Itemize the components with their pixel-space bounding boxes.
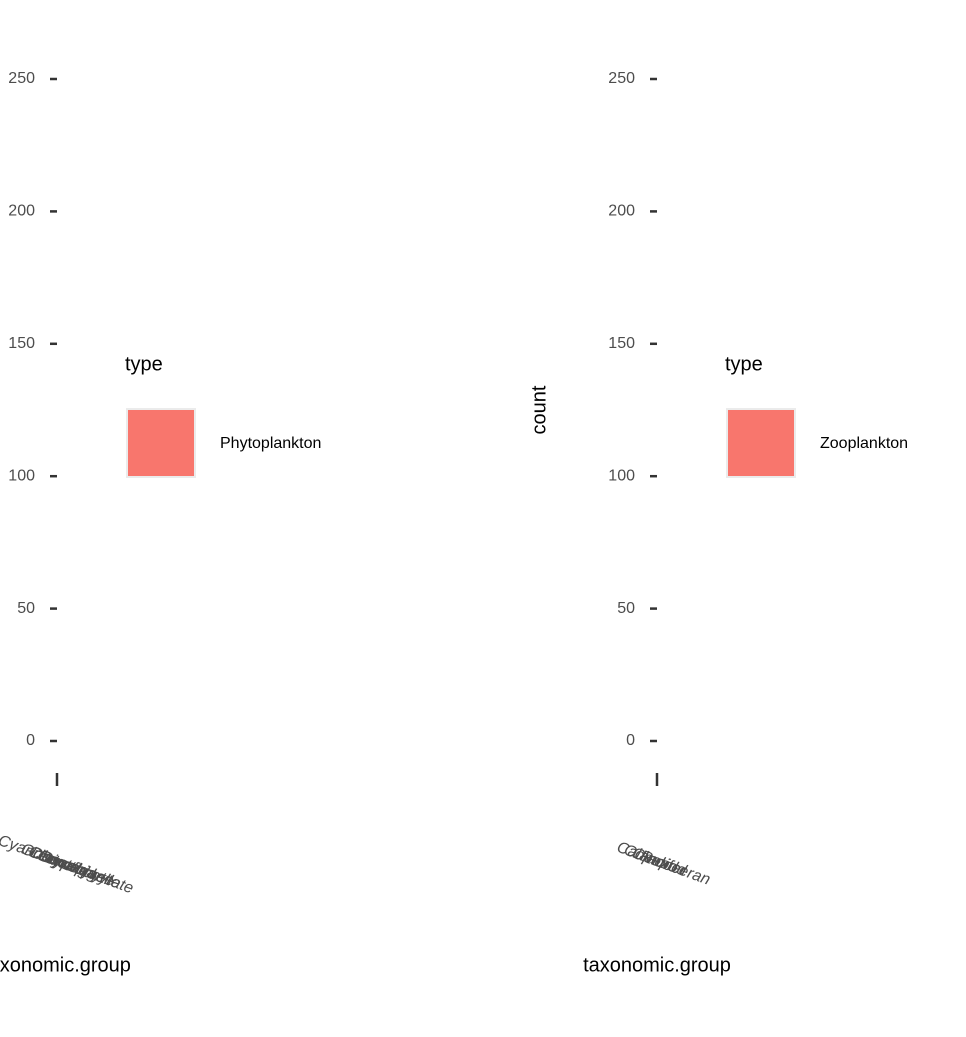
y-tick-label: 100 — [8, 467, 35, 484]
y-tick-label: 100 — [608, 467, 635, 484]
y-tick-label: 200 — [608, 203, 635, 220]
legend-label: Zooplankton — [820, 435, 908, 452]
x-tick-label: Dinoflagellate — [39, 848, 136, 897]
y-tick-label: 250 — [8, 70, 35, 87]
x-axis-title: taxonomic.group — [0, 954, 131, 976]
y-axis-title: count — [528, 385, 550, 434]
x-axis-title: taxonomic.group — [583, 954, 731, 976]
legend-title: type — [125, 353, 163, 375]
y-tick-label: 0 — [26, 732, 35, 749]
y-tick-label: 150 — [608, 335, 635, 352]
y-tick-label: 150 — [8, 335, 35, 352]
y-tick-label: 50 — [17, 600, 35, 617]
x-tick-label: Cladoceran — [630, 845, 713, 889]
legend-title: type — [725, 353, 763, 375]
legend-label: Phytoplankton — [220, 435, 321, 452]
legend-key — [126, 408, 196, 478]
y-tick-label: 250 — [608, 70, 635, 87]
y-tick-label: 200 — [8, 203, 35, 220]
legend-key — [726, 408, 796, 478]
y-tick-label: 50 — [617, 600, 635, 617]
y-tick-label: 0 — [626, 732, 635, 749]
